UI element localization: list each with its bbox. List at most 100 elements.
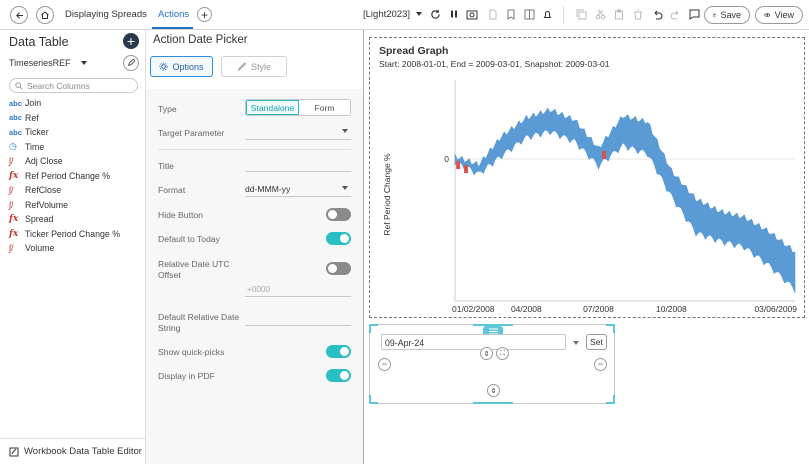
resize-vertical-handle[interactable]: ⇕ <box>480 347 493 360</box>
toggle-knob <box>340 371 349 380</box>
list-item[interactable]: abc Join <box>9 96 120 111</box>
theme-selector[interactable]: [Light2023] <box>363 9 411 20</box>
list-item[interactable]: ʃ/RefClose <box>9 183 120 198</box>
format-value: dd-MMM-yy <box>245 184 291 194</box>
list-item[interactable]: abc Ticker <box>9 125 120 140</box>
toggle-knob <box>340 347 349 356</box>
date-picker-panel[interactable]: 09-Apr-24 ⇕ ⛶ Set ⇔ ⇔ ⇕ <box>369 324 615 404</box>
columns-icon[interactable] <box>523 8 535 20</box>
view-button[interactable]: View <box>755 6 803 24</box>
numeric-type-icon: ʃ/ <box>9 243 14 254</box>
quick-picks-toggle[interactable] <box>326 345 351 358</box>
add-datasource-button[interactable]: + <box>123 33 139 49</box>
workbook-data-table-editor-link[interactable]: Workbook Data Table Editor <box>0 438 146 464</box>
type-segmented-control[interactable]: Standalone Form <box>245 99 351 116</box>
toggle-knob <box>340 234 349 243</box>
pause-icon[interactable] <box>448 8 460 20</box>
target-parameter-dropdown[interactable] <box>245 124 351 140</box>
comment-icon[interactable] <box>688 8 700 20</box>
panel-title: Data Table <box>9 35 69 49</box>
add-tab-button[interactable]: + <box>197 7 212 22</box>
undo-icon[interactable] <box>651 8 663 20</box>
negative-spread-mark <box>464 165 469 174</box>
expand-icon: ⛶ <box>500 349 505 357</box>
resize-left-handle[interactable]: ⇔ <box>378 358 391 371</box>
format-dropdown[interactable]: dd-MMM-yy <box>245 181 351 197</box>
list-item[interactable]: ʃ/RefVolume <box>9 198 120 213</box>
resize-bottom-handle[interactable]: ⇕ <box>487 384 500 397</box>
delete-icon[interactable] <box>632 8 644 20</box>
data-table-panel: Data Table + TimeseriesREF Search Column… <box>0 30 146 464</box>
list-item[interactable]: ʃ/Adj Close <box>9 154 120 169</box>
graph-subtitle: Start: 2008-01-01, End = 2009-03-01, Sna… <box>379 59 610 69</box>
list-item[interactable]: ◷ Time <box>9 140 120 155</box>
default-today-toggle[interactable] <box>326 232 351 245</box>
list-item[interactable]: ʃ/Volume <box>9 241 120 256</box>
hide-button-toggle[interactable] <box>326 208 351 221</box>
options-tab-button[interactable]: Options <box>150 56 213 77</box>
resize-corner-handle[interactable] <box>369 395 378 404</box>
graph-title: Spread Graph <box>379 45 449 57</box>
list-item[interactable]: fx Ticker Period Change % <box>9 227 120 242</box>
home-button[interactable] <box>36 6 54 24</box>
spread-band-area <box>454 107 796 293</box>
paste-icon[interactable] <box>613 8 625 20</box>
list-item[interactable]: abc Ref <box>9 111 120 126</box>
resize-right-handle[interactable]: ⇔ <box>594 358 607 371</box>
list-item[interactable]: fx Ref Period Change % <box>9 169 120 184</box>
x-tick-label: 04/2008 <box>511 304 542 314</box>
pencil-icon <box>127 59 135 67</box>
snapshot-icon[interactable] <box>466 8 478 20</box>
column-label: Time <box>25 141 45 152</box>
redo-icon[interactable] <box>669 8 681 20</box>
tab-displaying-spreads[interactable]: Displaying Spreads <box>65 9 147 20</box>
display-pdf-label: Display in PDF <box>158 371 215 381</box>
resize-corner-handle[interactable] <box>369 324 378 333</box>
theme-caret-icon[interactable] <box>416 12 422 16</box>
section-divider <box>158 149 351 150</box>
arrows-vertical-icon: ⇕ <box>483 350 490 358</box>
save-button[interactable]: Save <box>704 6 750 24</box>
x-tick-label: 10/2008 <box>656 304 687 314</box>
title-input[interactable] <box>245 156 351 172</box>
resize-corner-handle[interactable] <box>606 395 615 404</box>
edit-datasource-button[interactable] <box>123 55 139 71</box>
fit-content-handle[interactable]: ⛶ <box>496 347 509 360</box>
type-form-option[interactable]: Form <box>314 102 335 113</box>
chevron-down-icon[interactable] <box>573 341 579 345</box>
footer-label: Workbook Data Table Editor <box>24 446 142 457</box>
back-button[interactable] <box>10 6 28 24</box>
toggle-knob <box>328 264 337 273</box>
resize-edge-top[interactable] <box>473 324 513 326</box>
set-button[interactable]: Set <box>586 334 607 350</box>
tab-actions[interactable]: Actions <box>158 9 190 20</box>
settings-panel: Action Date Picker Options Style Type St… <box>146 30 364 464</box>
cut-icon[interactable] <box>594 8 606 20</box>
column-label: Ref Period Change % <box>25 170 111 181</box>
utc-offset-input[interactable] <box>245 281 351 297</box>
x-tick-label: 07/2008 <box>583 304 614 314</box>
utc-offset-toggle[interactable] <box>326 262 351 275</box>
spread-chart[interactable]: 0 Ref Period Change % 01/02/2008 04/2008 07/… <box>370 38 804 317</box>
negative-spread-mark <box>601 150 606 159</box>
type-standalone-option[interactable]: Standalone <box>246 100 299 115</box>
date-input[interactable]: 09-Apr-24 <box>381 334 566 350</box>
spread-graph-panel[interactable]: Spread Graph Start: 2008-01-01, End = 20… <box>369 37 805 318</box>
refresh-icon[interactable] <box>429 8 441 20</box>
default-relative-input[interactable] <box>245 310 351 326</box>
export-icon[interactable] <box>487 8 499 20</box>
bookmark-icon[interactable] <box>505 8 517 20</box>
plus-icon: + <box>126 33 136 49</box>
bell-icon[interactable] <box>541 8 553 20</box>
chevron-down-icon <box>80 61 87 65</box>
list-item[interactable]: fx Spread <box>9 212 120 227</box>
copy-icon[interactable] <box>575 8 587 20</box>
resize-corner-handle[interactable] <box>606 324 615 333</box>
search-columns-input[interactable]: Search Columns <box>9 78 138 93</box>
display-pdf-toggle[interactable] <box>326 369 351 382</box>
resize-edge-bottom[interactable] <box>473 402 513 404</box>
chevron-down-icon <box>342 186 348 190</box>
datasource-selector[interactable]: TimeseriesREF <box>9 58 87 68</box>
column-list: abc Join abc Ref abc Ticker ◷ Time ʃ/Adj Clo… <box>9 96 120 256</box>
style-tab-button[interactable]: Style <box>221 56 287 77</box>
